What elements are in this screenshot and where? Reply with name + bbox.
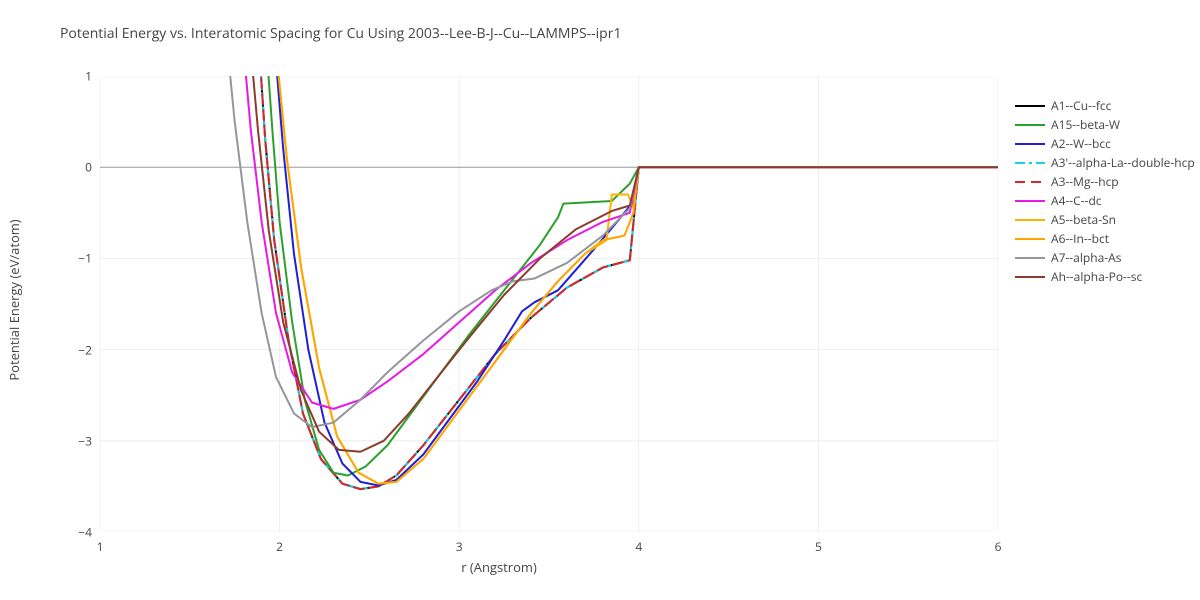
series-A7[interactable] — [226, 76, 998, 427]
series-A3p[interactable] — [258, 76, 998, 489]
series-A3[interactable] — [258, 76, 998, 489]
legend-swatch — [1015, 271, 1045, 283]
legend-swatch — [1015, 214, 1045, 226]
legend-item-A3[interactable]: A3--Mg--hcp — [1015, 172, 1195, 191]
chart-title: Potential Energy vs. Interatomic Spacing… — [60, 24, 621, 43]
x-axis-label: r (Angstrom) — [461, 558, 537, 576]
legend-label: A4--C--dc — [1051, 192, 1102, 209]
legend-label: A6--In--bct — [1051, 230, 1109, 247]
y-tick: 1 — [62, 68, 92, 85]
x-tick: 5 — [815, 538, 822, 555]
x-tick: 1 — [97, 538, 104, 555]
chart-plot-area[interactable] — [100, 76, 998, 532]
x-tick: 2 — [276, 538, 283, 555]
legend-item-A5[interactable]: A5--beta-Sn — [1015, 210, 1195, 229]
legend-swatch — [1015, 252, 1045, 264]
legend-item-A6[interactable]: A6--In--bct — [1015, 229, 1195, 248]
legend-label: Ah--alpha-Po--sc — [1051, 268, 1142, 285]
grid — [100, 76, 998, 532]
legend-swatch — [1015, 138, 1045, 150]
series-A4[interactable] — [242, 76, 998, 409]
y-tick: −4 — [62, 524, 92, 541]
legend-swatch — [1015, 157, 1045, 169]
legend-label: A3--Mg--hcp — [1051, 173, 1119, 190]
legend-swatch — [1015, 195, 1045, 207]
legend-item-A1[interactable]: A1--Cu--fcc — [1015, 96, 1195, 115]
legend-item-A15[interactable]: A15--beta-W — [1015, 115, 1195, 134]
series-A2[interactable] — [274, 76, 998, 485]
legend-label: A2--W--bcc — [1051, 135, 1111, 152]
series-Ah[interactable] — [249, 76, 998, 452]
legend-item-Ah[interactable]: Ah--alpha-Po--sc — [1015, 267, 1195, 286]
legend-swatch — [1015, 100, 1045, 112]
legend-item-A7[interactable]: A7--alpha-As — [1015, 248, 1195, 267]
legend-label: A15--beta-W — [1051, 116, 1120, 133]
legend-item-A3p[interactable]: A3'--alpha-La--double-hcp — [1015, 153, 1195, 172]
series-A6[interactable] — [276, 76, 998, 484]
series-A15[interactable] — [265, 76, 998, 475]
legend-swatch — [1015, 176, 1045, 188]
legend[interactable]: A1--Cu--fcc A15--beta-W A2--W--bcc A3'--alp… — [1015, 96, 1195, 286]
y-tick: −3 — [62, 432, 92, 449]
y-tick: −2 — [62, 341, 92, 358]
legend-label: A5--beta-Sn — [1051, 211, 1116, 228]
x-tick: 6 — [995, 538, 1002, 555]
legend-swatch — [1015, 119, 1045, 131]
legend-label: A7--alpha-As — [1051, 249, 1121, 266]
legend-swatch — [1015, 233, 1045, 245]
legend-item-A2[interactable]: A2--W--bcc — [1015, 134, 1195, 153]
x-tick: 3 — [456, 538, 463, 555]
y-tick: 0 — [62, 159, 92, 176]
legend-label: A1--Cu--fcc — [1051, 97, 1111, 114]
y-axis-label: Potential Energy (eV/atom) — [5, 219, 23, 380]
x-tick: 4 — [635, 538, 642, 555]
y-tick: −1 — [62, 250, 92, 267]
series-A5[interactable] — [276, 76, 998, 484]
legend-item-A4[interactable]: A4--C--dc — [1015, 191, 1195, 210]
series-group — [226, 76, 998, 489]
series-A1[interactable] — [258, 76, 998, 489]
legend-label: A3'--alpha-La--double-hcp — [1051, 154, 1195, 171]
